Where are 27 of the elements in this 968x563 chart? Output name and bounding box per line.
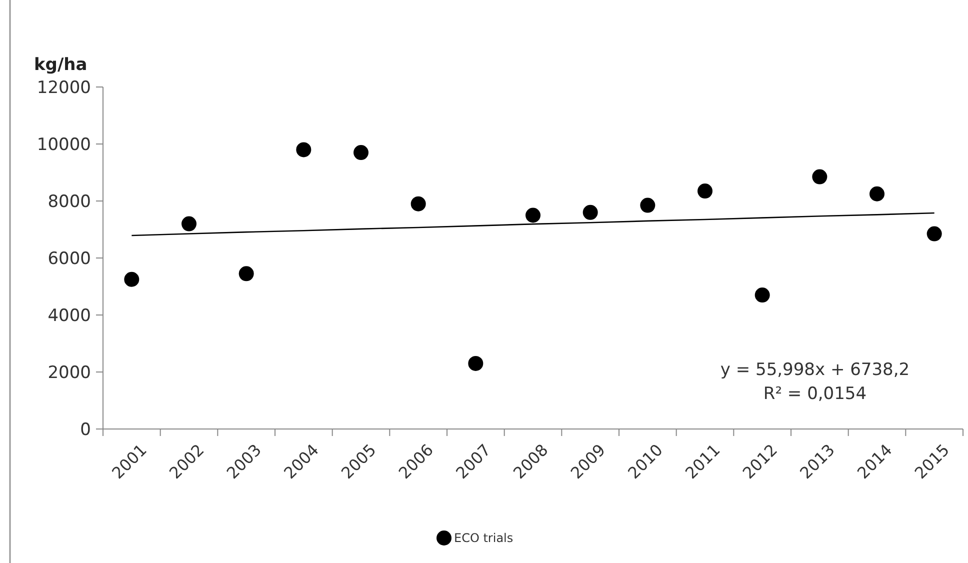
annotation: R² = 0,0154 [763,384,867,404]
y-tick-label: 10000 [36,134,91,155]
point [926,226,942,242]
point [526,208,540,223]
y-axis-title: kg/ha [34,55,88,75]
point [238,266,254,282]
point [468,356,484,371]
point [698,184,712,199]
point [124,272,140,287]
annotation: y = 55,998x + 6738,2 [720,360,910,380]
point [410,196,426,212]
y-tick-label: 12000 [36,78,91,98]
point [354,145,368,160]
legend-label: ECO trials [454,531,514,546]
point [640,198,656,213]
y-tick-label: 6000 [48,248,91,269]
point [296,142,312,158]
point [582,204,598,220]
y-tick-label: 2000 [48,362,91,383]
y-tick-label: 8000 [48,192,91,212]
y-tick-label: 4000 [48,306,91,326]
point [182,216,196,232]
point [812,169,828,184]
point [754,288,770,303]
y-tick-label: 0 [80,420,91,440]
point [870,186,884,202]
line-series [131,212,935,236]
